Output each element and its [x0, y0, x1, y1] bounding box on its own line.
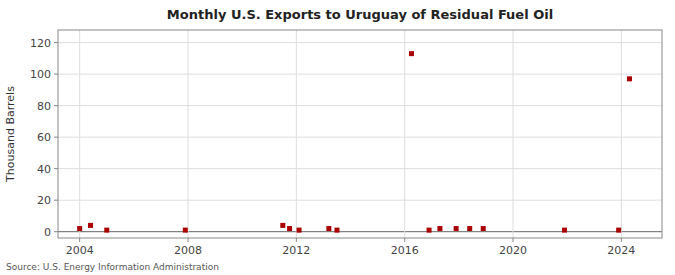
axes: 0 20 40 60 80 100 120 2004 2008 2012 2016 2020 2024 [30, 30, 662, 257]
points [77, 51, 632, 232]
point [297, 228, 302, 233]
y-grid-line [58, 200, 662, 201]
x-grid-line [513, 30, 514, 238]
x-grid-line [188, 30, 189, 238]
y-tick [54, 200, 58, 201]
point [616, 228, 621, 233]
point [409, 51, 414, 56]
y-tick-label: 120 [30, 37, 51, 50]
plot-area [58, 30, 662, 238]
y-tick [54, 42, 58, 43]
y-grid-line [58, 42, 662, 43]
y-tick-label: 60 [37, 131, 51, 144]
x-tick [621, 238, 622, 242]
point [627, 76, 632, 81]
y-grid-line [58, 168, 662, 169]
x-tick [188, 238, 189, 242]
grid [58, 30, 662, 238]
y-tick [54, 137, 58, 138]
x-tick [296, 238, 297, 242]
y-grid-line [58, 231, 662, 232]
y-grid-line [58, 137, 662, 138]
x-tick-label: 2012 [282, 244, 310, 257]
point [326, 226, 331, 231]
point [88, 223, 93, 228]
point [427, 228, 432, 233]
point [334, 228, 339, 233]
y-grid-line [58, 74, 662, 75]
y-tick [54, 168, 58, 169]
x-grid-line [404, 30, 405, 238]
x-grid-line [621, 30, 622, 238]
chart: 0 20 40 60 80 100 120 2004 2008 2012 2016 2020 2024 M… [0, 0, 675, 275]
y-tick [54, 105, 58, 106]
y-tick-label: 20 [37, 194, 51, 207]
point [467, 226, 472, 231]
point [77, 226, 82, 231]
y-tick-label: 80 [37, 100, 51, 113]
y-grid-line [58, 105, 662, 106]
y-tick-label: 40 [37, 163, 51, 176]
y-tick-label: 100 [30, 68, 51, 81]
point [183, 228, 188, 233]
title: Monthly U.S. Exports to Uruguay of Resid… [167, 7, 553, 22]
x-tick [404, 238, 405, 242]
x-grid-line [79, 30, 80, 238]
y-tick [54, 74, 58, 75]
x-tick-label: 2020 [499, 244, 527, 257]
point [280, 223, 285, 228]
x-grid-line [296, 30, 297, 238]
y-tick [54, 231, 58, 232]
point [562, 228, 567, 233]
x-tick-label: 2016 [391, 244, 419, 257]
source-note: Source: U.S. Energy Information Administ… [6, 262, 219, 272]
point [454, 226, 459, 231]
x-tick [79, 238, 80, 242]
x-tick-label: 2008 [174, 244, 202, 257]
y-tick-label: 0 [44, 226, 51, 239]
x-tick-label: 2024 [607, 244, 635, 257]
x-tick-label: 2004 [66, 244, 94, 257]
point [104, 228, 109, 233]
point [287, 226, 292, 231]
point [437, 226, 442, 231]
y-axis-label: Thousand Barrels [4, 86, 17, 183]
point [481, 226, 486, 231]
chart-container: 0 20 40 60 80 100 120 2004 2008 2012 2016 2020 2024 M… [0, 0, 675, 275]
x-tick [513, 238, 514, 242]
plot-frame [58, 30, 662, 238]
